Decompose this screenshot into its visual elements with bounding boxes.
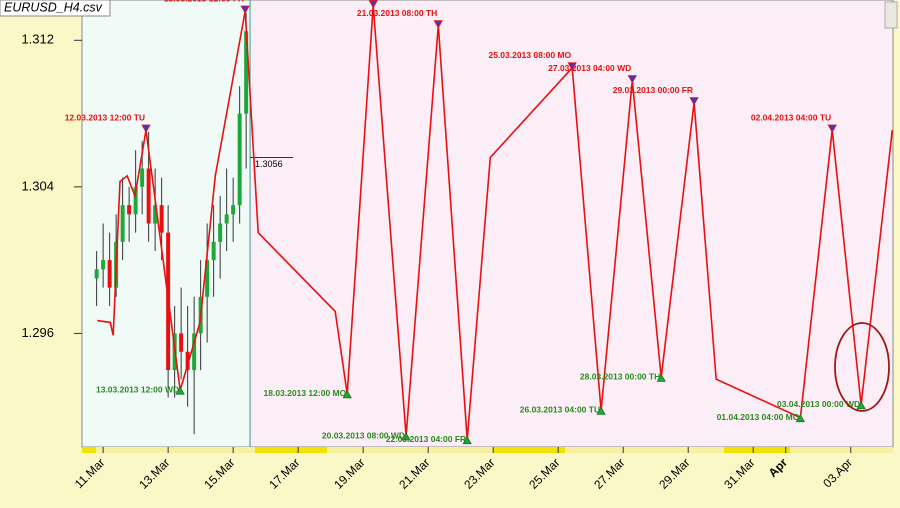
- weekend-band: [82, 447, 96, 453]
- peak-marker: [433, 20, 443, 29]
- candle-body: [185, 351, 190, 371]
- trough-marker: [462, 435, 472, 445]
- annotation-label: 01.04.2013 04:00 MO: [717, 412, 800, 422]
- annotation-label: 25.03.2013 08:00 MO: [488, 50, 571, 60]
- candle-body: [133, 186, 138, 215]
- candle-body: [237, 113, 242, 206]
- annotation-label: 21.03.2013 08:00 TH: [357, 8, 437, 18]
- candle-body: [140, 168, 145, 187]
- candle-body: [244, 31, 249, 114]
- y-tick-label: 1.296: [21, 325, 54, 340]
- forecast-region: [250, 0, 893, 447]
- annotation-label: 27.03.2013 04:00 WD: [548, 63, 631, 73]
- candle-body: [101, 260, 106, 270]
- y-tick-label: 1.304: [21, 178, 54, 193]
- annotation-label: 13.03.2013 12:00 WD: [96, 384, 179, 394]
- annotation-label: 29.03.2013 00:00 FR: [613, 85, 693, 95]
- candle-body: [120, 205, 125, 242]
- annotation-label: 02.04.2013 04:00 TU: [751, 112, 831, 122]
- candle-body: [211, 241, 216, 261]
- weekend-band: [724, 447, 790, 453]
- scroll-control[interactable]: [884, 1, 898, 29]
- candle-body: [205, 260, 210, 297]
- candle-body: [107, 260, 112, 288]
- candle-body: [179, 333, 184, 352]
- trough-marker: [401, 432, 411, 441]
- trough-marker: [596, 406, 606, 415]
- title-box: [0, 0, 111, 17]
- annotation-label: 28.03.2013 00:00 TH: [580, 372, 660, 382]
- peak-marker: [141, 124, 151, 133]
- peak-marker: [689, 97, 699, 106]
- annotation-label: 12.03.2013 12:00 TU: [65, 112, 145, 122]
- weekend-band: [255, 447, 327, 453]
- candle-body: [159, 205, 164, 233]
- candle-body: [231, 205, 236, 215]
- candle-body: [127, 205, 132, 215]
- axis-strip: [82, 447, 893, 453]
- trough-marker: [342, 390, 352, 399]
- annotation-label: 18.03.2013 12:00 MO: [264, 388, 347, 398]
- axis-band: [82, 447, 893, 453]
- candle-body: [218, 223, 223, 242]
- peak-marker: [627, 75, 637, 84]
- candle-body: [153, 205, 158, 224]
- annotation-label: 22.03.2013 04:00 FR: [386, 434, 466, 444]
- candle-body: [224, 214, 229, 224]
- candle-body: [94, 269, 99, 279]
- weekend-band: [493, 447, 565, 453]
- peak-marker: [567, 62, 577, 71]
- candle-body: [192, 333, 197, 371]
- trough-marker: [656, 373, 666, 382]
- highlight-ellipse: [834, 322, 890, 412]
- peak-marker: [368, 0, 378, 9]
- chart-title: EURUSD_H4.csv: [4, 0, 103, 14]
- annotation-label: 26.03.2013 04:00 TU: [520, 405, 600, 415]
- annotation-label: 03.04.2013 00:00 WD: [777, 399, 860, 409]
- annotation-label: 15.03.2013 12:00 FR: [164, 0, 244, 3]
- peak-marker: [240, 5, 250, 14]
- last-price-label: 1.3056: [255, 159, 283, 169]
- peak-marker: [827, 124, 837, 133]
- plot-regions: [82, 0, 893, 447]
- annotation-label: 20.03.2013 08:00 WD: [322, 430, 405, 440]
- candle-body: [146, 168, 151, 224]
- y-tick-label: 1.312: [21, 32, 54, 47]
- trough-marker: [856, 401, 866, 410]
- trough-marker: [175, 386, 185, 395]
- trough-marker: [795, 413, 806, 423]
